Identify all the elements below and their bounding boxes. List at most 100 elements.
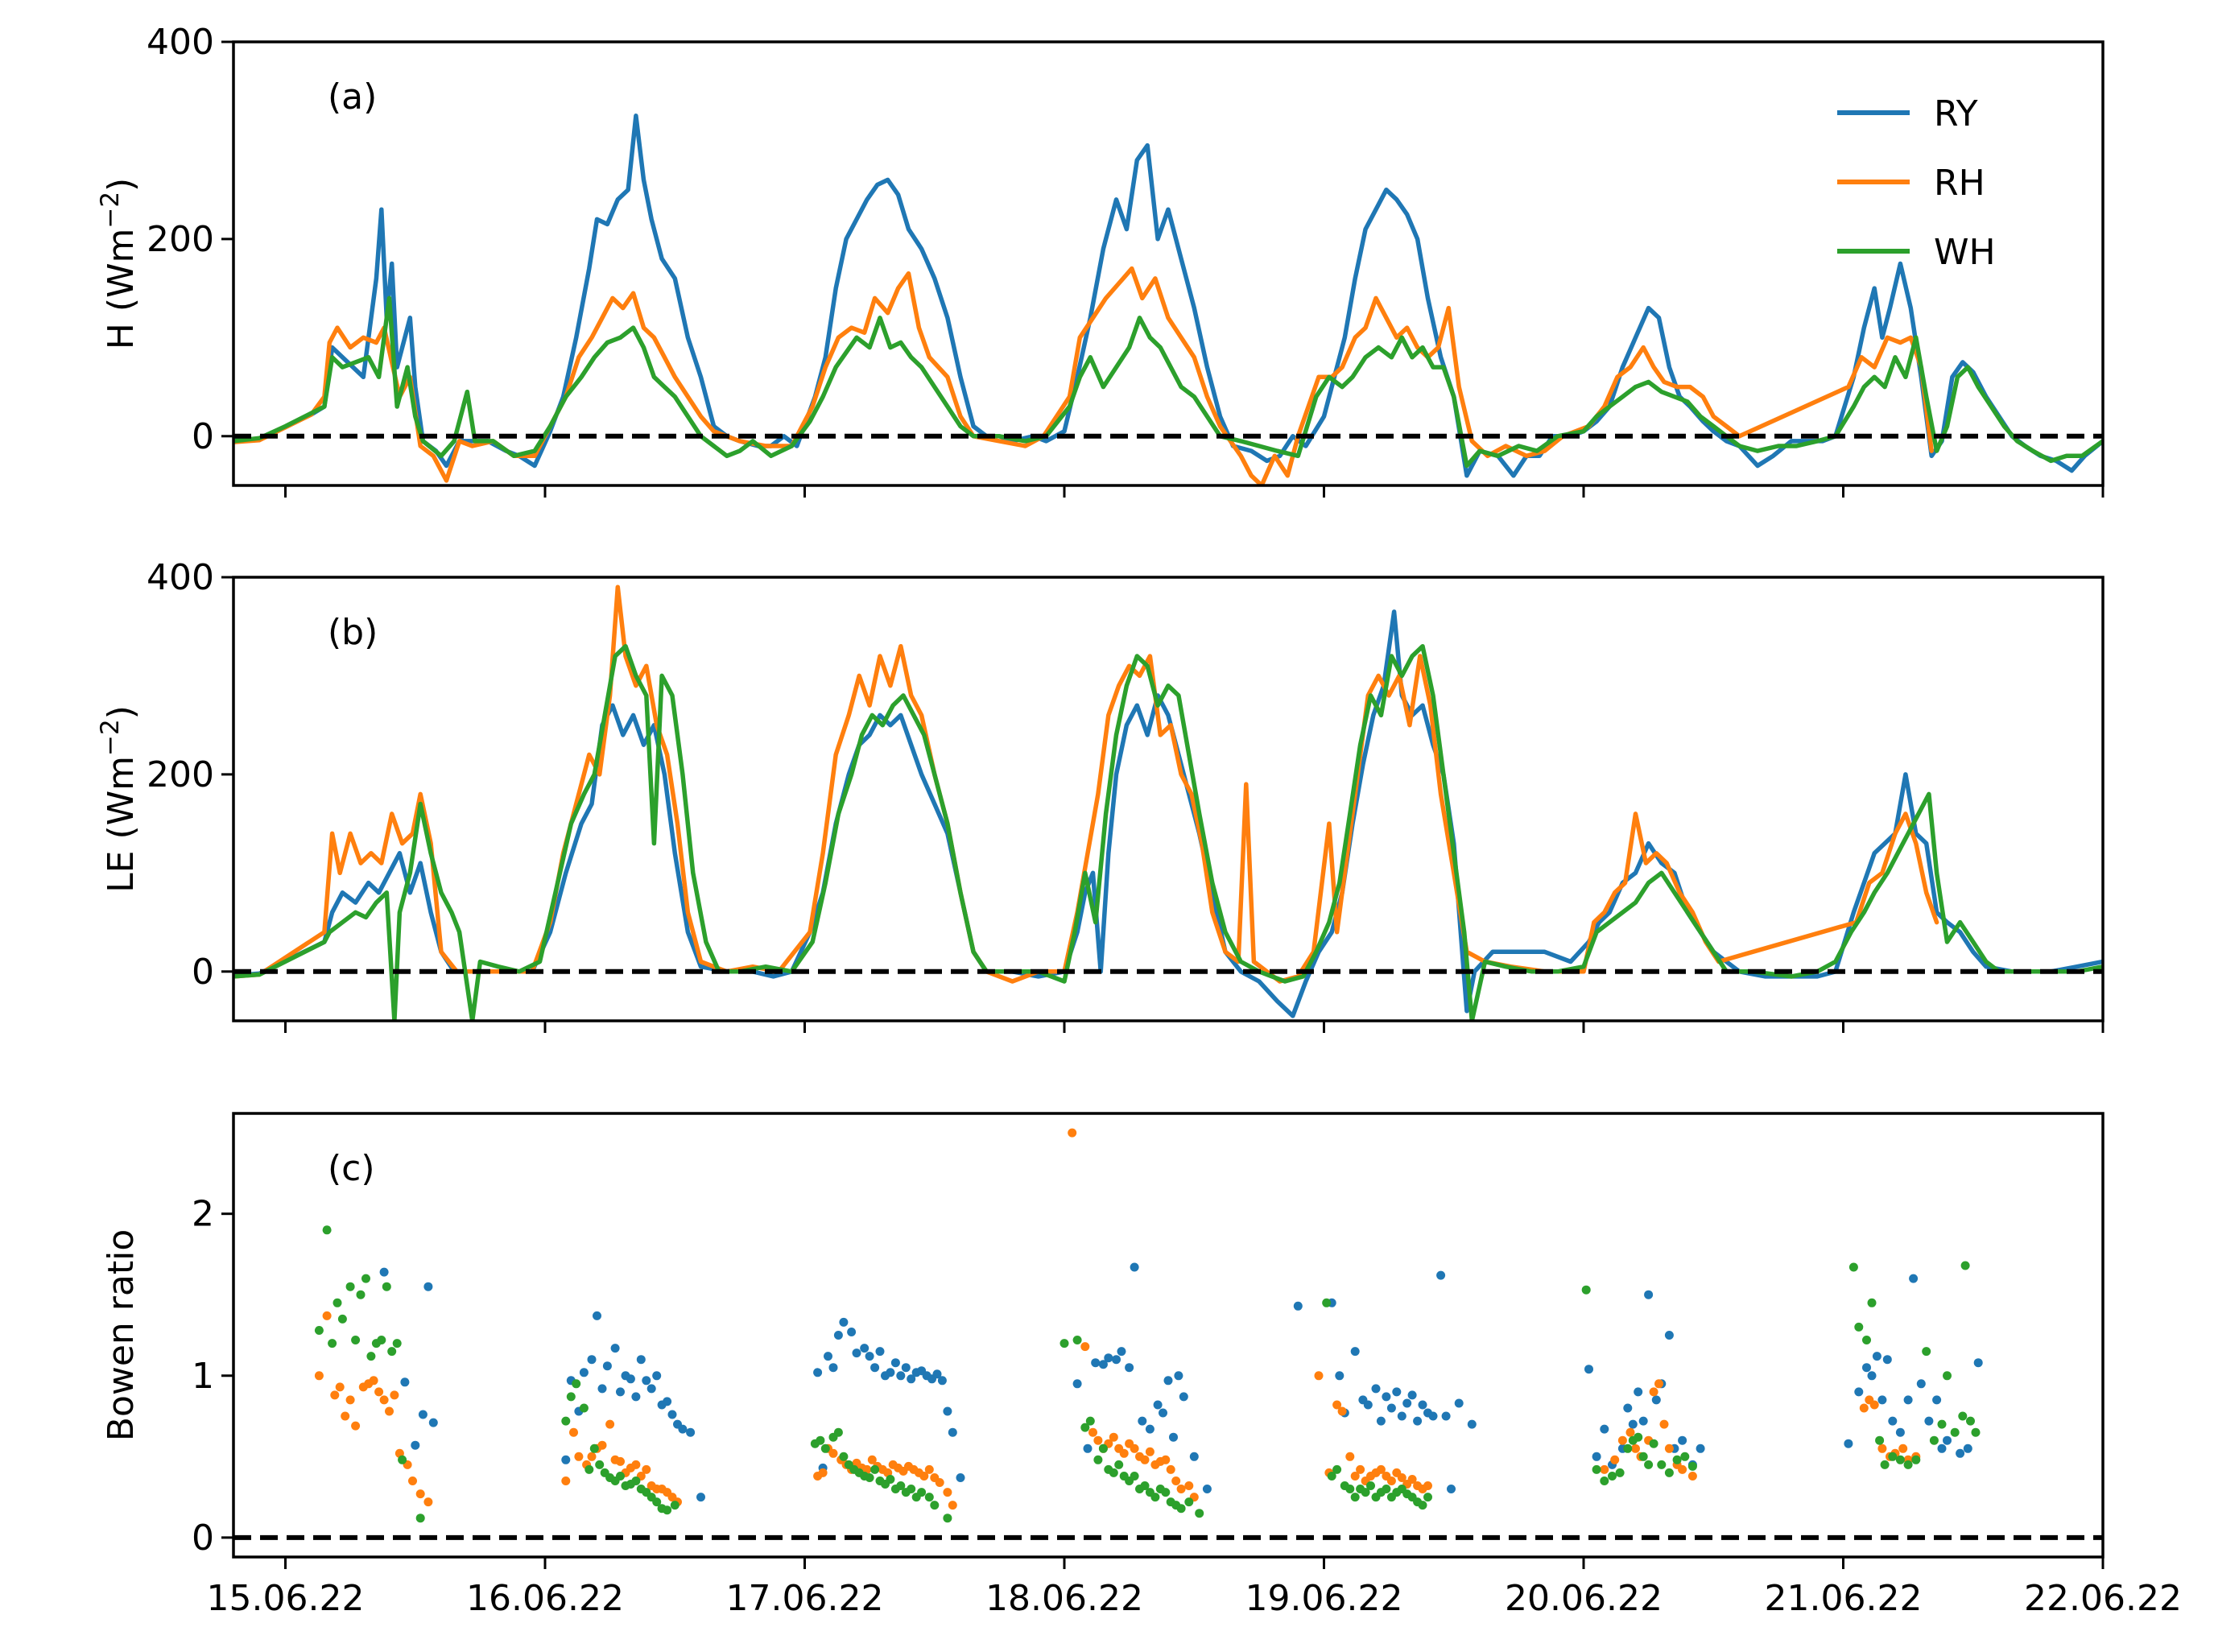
data-point-wh [1638,1452,1648,1461]
data-point-wh [1418,1501,1427,1510]
data-point-wh [930,1501,940,1510]
data-point-wh [1929,1435,1939,1445]
data-point-wh [1687,1461,1697,1471]
data-point-ry [663,1397,672,1406]
series-line-wh [233,643,2103,1021]
y-tick-label: 2 [192,1194,214,1235]
data-point-rh [1631,1443,1640,1453]
data-point-rh [1859,1403,1869,1413]
data-point-ry [1467,1419,1477,1429]
data-point-ry [852,1348,861,1358]
data-point-ry [1382,1392,1391,1402]
data-point-wh [584,1464,594,1474]
data-point-rh [631,1460,641,1469]
data-point-wh [345,1282,355,1291]
data-point-rh [574,1452,584,1461]
data-point-wh [1875,1435,1885,1445]
data-point-wh [1085,1416,1095,1426]
panel-b-label: (b) [328,612,378,653]
data-point-ry [1407,1390,1417,1400]
data-point-wh [1184,1497,1194,1507]
data-point-rh [1109,1432,1118,1442]
data-point-rh [943,1488,952,1497]
data-point-wh [1848,1262,1858,1272]
data-point-wh [333,1298,342,1307]
data-point-rh [1397,1473,1406,1482]
data-point-wh [1634,1432,1643,1442]
data-point-ry [1083,1443,1093,1453]
data-point-ry [411,1440,420,1450]
x-tick-label: 21.06.22 [1765,1578,1923,1619]
panel-a-y-ticks: 0 200 400 [147,22,233,457]
data-point-wh [1072,1336,1082,1344]
panel-c-plot-area [233,1128,2103,1540]
data-point-rh [1376,1464,1386,1474]
data-point-ry [1402,1398,1412,1408]
data-point-ry [418,1410,428,1419]
data-point-wh [1657,1460,1667,1469]
data-point-ry [423,1282,433,1291]
data-point-ry [937,1376,947,1386]
data-point-rh [423,1497,433,1507]
data-point-ry [870,1363,880,1373]
data-point-ry [1634,1387,1643,1397]
data-point-ry [597,1384,607,1394]
series-line-ry [233,114,2103,478]
data-point-wh [589,1443,599,1453]
data-point-ry [1428,1411,1438,1421]
data-point-wh [924,1493,934,1502]
legend-label-wh: WH [1934,232,1996,273]
data-point-wh [1080,1423,1090,1432]
panel-c: 0 1 2 15.06.22 16.06.22 17.06.22 18.06.22 19.0… [101,1112,2182,1619]
data-point-ry [824,1352,832,1361]
y-tick-label: 0 [192,1518,214,1559]
data-point-wh [1423,1493,1432,1502]
data-point-ry [1335,1371,1345,1381]
data-point-wh [652,1497,662,1507]
data-point-wh [1098,1443,1108,1453]
data-point-ry [1854,1387,1864,1397]
panel-a-y-label-text: H (Wm [101,229,142,350]
data-point-wh [1600,1476,1609,1485]
y-tick-label: 1 [192,1356,214,1397]
data-point-wh [322,1225,332,1235]
panel-a-plot-area [233,114,2103,485]
data-point-ry [828,1363,838,1373]
data-point-wh [561,1416,571,1426]
data-point-rh [1649,1387,1658,1397]
panel-a-y-label-close: ) [101,178,142,192]
data-point-rh [1610,1455,1620,1464]
data-point-rh [1345,1452,1355,1461]
data-point-ry [860,1344,869,1353]
data-point-wh [351,1336,361,1344]
data-point-ry [1877,1395,1887,1405]
data-point-ry [1895,1427,1905,1437]
data-point-ry [1153,1400,1163,1410]
data-point-wh [1161,1488,1171,1497]
data-point-wh [943,1514,952,1523]
data-point-wh [415,1514,425,1523]
data-point-ry [696,1493,705,1502]
data-point-rh [351,1421,361,1431]
data-point-wh [387,1347,397,1357]
data-point-wh [1615,1468,1625,1477]
data-point-ry [1145,1424,1155,1434]
data-point-wh [595,1460,605,1469]
data-point-ry [1202,1485,1212,1493]
data-point-ry [1664,1331,1674,1340]
panel-b-y-label-exponent: −2 [96,719,125,756]
data-point-rh [1176,1485,1186,1493]
data-point-wh [663,1505,672,1515]
series-line-rh [233,266,1934,485]
data-point-ry [1600,1424,1609,1434]
data-point-wh [917,1488,927,1497]
data-point-wh [328,1339,337,1348]
data-point-ry [610,1344,620,1353]
data-point-ry [1436,1270,1446,1280]
x-tick-label: 18.06.22 [985,1578,1143,1619]
panel-a: 0 200 400 (a) H (Wm−2) RY RH WH [96,22,2105,498]
data-point-ry [839,1317,849,1327]
data-point-rh [1130,1443,1139,1453]
series-line-rh [233,584,1939,984]
data-point-rh [1145,1447,1155,1456]
